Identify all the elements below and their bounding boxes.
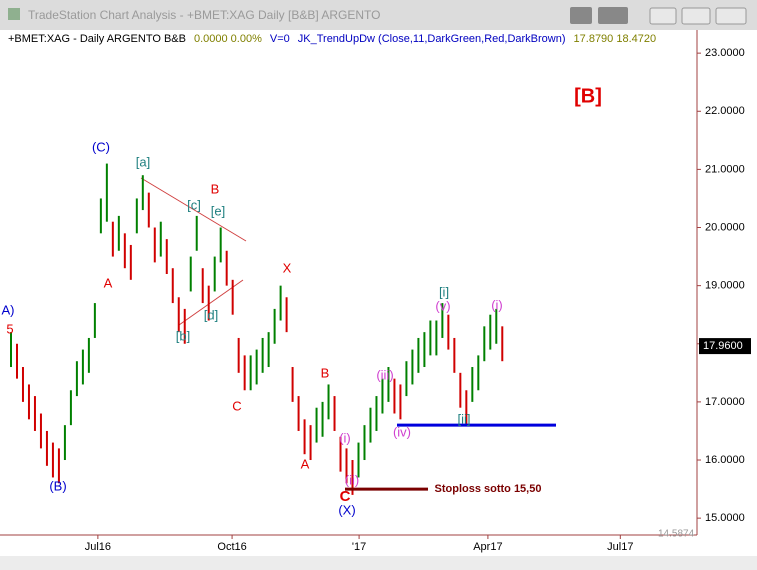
window-title: TradeStation Chart Analysis - +BMET:XAG …	[28, 8, 380, 22]
wave-label: (X)	[338, 502, 355, 517]
wave-label: C	[232, 398, 241, 413]
wave-label: A)	[2, 302, 15, 317]
info-line: +BMET:XAG - Daily ARGENTO B&B 0.0000 0.00…	[8, 33, 656, 45]
scrollbar[interactable]	[0, 556, 757, 570]
wave-label: (i)	[491, 297, 503, 312]
wave-label: Stoploss sotto 15,50	[435, 483, 542, 495]
info-text: 0.0000 0.00%	[194, 33, 262, 45]
x-tick-label: Oct16	[217, 541, 246, 553]
wave-label: (B)	[49, 478, 66, 493]
wave-label: [a]	[136, 154, 150, 169]
y-tick-label: 15.0000	[705, 512, 745, 524]
wave-label: [c]	[187, 197, 201, 212]
wave-label: [i]	[439, 284, 449, 299]
wave-label: (v)	[435, 298, 450, 313]
last-price-box	[699, 338, 751, 355]
wave-label: (C)	[92, 139, 110, 154]
y-tick-label: 22.0000	[705, 105, 745, 117]
wave-label: A	[104, 275, 113, 290]
app-icon	[8, 8, 20, 20]
info-text: JK_TrendUpDw (Close,11,DarkGreen,Red,Dar…	[298, 33, 566, 45]
wave-label: B	[321, 365, 330, 380]
y-tick-label: 20.0000	[705, 221, 745, 233]
maximize-button[interactable]	[681, 7, 711, 25]
info-text: V=0	[270, 33, 290, 45]
wave-label: (i)	[339, 430, 351, 445]
wave-label: [B]	[574, 85, 602, 107]
minimize-button[interactable]	[649, 7, 677, 25]
wave-label: A	[301, 456, 310, 471]
wave-label: [b]	[176, 328, 190, 343]
wave-label: (ii)	[345, 472, 359, 487]
x-tick-label: Apr17	[473, 541, 502, 553]
wave-label: B	[211, 181, 220, 196]
info-text: +BMET:XAG - Daily ARGENTO B&B	[8, 33, 186, 45]
wave-label: (iv)	[393, 424, 411, 439]
title-bar	[0, 0, 757, 30]
y-tick-label: 23.0000	[705, 47, 745, 59]
wave-label: [e]	[211, 203, 225, 218]
x-tick-label: Jul17	[607, 541, 633, 553]
info-text: 17.8790 18.4720	[574, 33, 657, 45]
wave-label: C	[340, 488, 351, 505]
y-tick-label: 21.0000	[705, 163, 745, 175]
chart-area	[0, 30, 757, 570]
y-tick-label: 19.0000	[705, 280, 745, 292]
symbol-button[interactable]	[570, 7, 592, 24]
last-price-label: 17.9600	[703, 340, 743, 352]
close-button[interactable]	[715, 7, 747, 25]
menu-button[interactable]	[598, 7, 628, 24]
min-price-label: 14.5874	[658, 529, 695, 540]
y-tick-label: 17.0000	[705, 396, 745, 408]
y-tick-label: 16.0000	[705, 454, 745, 466]
trend-line	[140, 177, 247, 242]
wave-label: [ii]	[458, 411, 471, 426]
wave-label: X	[283, 260, 292, 275]
wave-label: 5	[6, 321, 13, 336]
x-tick-label: '17	[352, 541, 366, 553]
wave-label: [d]	[204, 307, 218, 322]
x-tick-label: Jul16	[85, 541, 111, 553]
wave-label: (iii)	[376, 367, 393, 382]
